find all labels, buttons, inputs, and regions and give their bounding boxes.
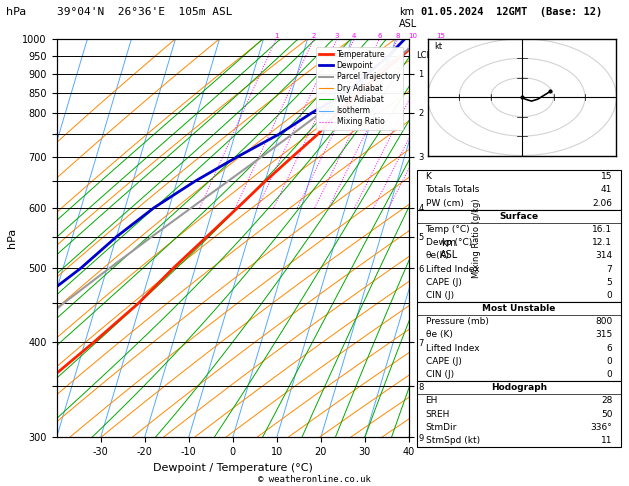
Text: 15: 15: [436, 33, 445, 39]
Text: 16.1: 16.1: [593, 225, 613, 234]
Text: Lifted Index: Lifted Index: [426, 344, 479, 353]
Text: PW (cm): PW (cm): [426, 199, 464, 208]
Text: CAPE (J): CAPE (J): [426, 357, 462, 366]
Text: Surface: Surface: [499, 212, 538, 221]
Text: 2: 2: [311, 33, 316, 39]
Text: 15: 15: [601, 172, 613, 181]
Text: 0: 0: [606, 357, 613, 366]
Text: 4: 4: [352, 33, 357, 39]
Text: 20: 20: [438, 67, 447, 73]
FancyBboxPatch shape: [417, 381, 621, 447]
Text: 39°04'N  26°36'E  105m ASL: 39°04'N 26°36'E 105m ASL: [57, 7, 232, 17]
Text: 2.06: 2.06: [593, 199, 613, 208]
Text: 11: 11: [601, 436, 613, 445]
Text: 336°: 336°: [591, 423, 613, 432]
Text: 12.1: 12.1: [593, 238, 613, 247]
Text: StmSpd (kt): StmSpd (kt): [426, 436, 480, 445]
Text: 314: 314: [595, 251, 613, 260]
Text: 1: 1: [274, 33, 279, 39]
Text: LCL: LCL: [416, 51, 431, 60]
Text: EH: EH: [426, 397, 438, 405]
FancyBboxPatch shape: [417, 209, 621, 302]
Text: © weatheronline.co.uk: © weatheronline.co.uk: [258, 474, 371, 484]
Text: Most Unstable: Most Unstable: [482, 304, 555, 313]
Text: 6: 6: [606, 344, 613, 353]
Text: Hodograph: Hodograph: [491, 383, 547, 392]
FancyBboxPatch shape: [417, 170, 621, 209]
Text: 315: 315: [595, 330, 613, 340]
Text: 7: 7: [606, 264, 613, 274]
Text: K: K: [426, 172, 431, 181]
Text: θe (K): θe (K): [426, 330, 452, 340]
Text: kt: kt: [434, 42, 442, 51]
Text: Pressure (mb): Pressure (mb): [426, 317, 488, 326]
Text: Totals Totals: Totals Totals: [426, 185, 480, 194]
Text: 01.05.2024  12GMT  (Base: 12): 01.05.2024 12GMT (Base: 12): [421, 7, 603, 17]
Text: Mixing Ratio (g/kg): Mixing Ratio (g/kg): [472, 198, 481, 278]
Text: 6: 6: [377, 33, 382, 39]
Text: CIN (J): CIN (J): [426, 291, 454, 300]
Y-axis label: km
ASL: km ASL: [440, 238, 458, 260]
Text: 0: 0: [606, 291, 613, 300]
Text: Temp (°C): Temp (°C): [426, 225, 470, 234]
X-axis label: Dewpoint / Temperature (°C): Dewpoint / Temperature (°C): [153, 463, 313, 473]
Text: CAPE (J): CAPE (J): [426, 278, 462, 287]
Text: 0: 0: [606, 370, 613, 379]
Text: θe(K): θe(K): [426, 251, 450, 260]
Text: 3: 3: [335, 33, 340, 39]
Text: SREH: SREH: [426, 410, 450, 418]
Text: 10: 10: [408, 33, 417, 39]
Text: CIN (J): CIN (J): [426, 370, 454, 379]
Text: 50: 50: [601, 410, 613, 418]
Text: 28: 28: [601, 397, 613, 405]
Text: Lifted Index: Lifted Index: [426, 264, 479, 274]
FancyBboxPatch shape: [417, 302, 621, 381]
Text: 41: 41: [601, 185, 613, 194]
Text: km
ASL: km ASL: [399, 7, 418, 29]
Text: 8: 8: [396, 33, 400, 39]
Legend: Temperature, Dewpoint, Parcel Trajectory, Dry Adiabat, Wet Adiabat, Isotherm, Mi: Temperature, Dewpoint, Parcel Trajectory…: [316, 47, 403, 130]
Text: 800: 800: [595, 317, 613, 326]
Text: StmDir: StmDir: [426, 423, 457, 432]
Text: 25: 25: [440, 95, 448, 101]
Text: 5: 5: [606, 278, 613, 287]
Text: hPa: hPa: [6, 7, 26, 17]
Y-axis label: hPa: hPa: [7, 228, 17, 248]
Text: Dewp (°C): Dewp (°C): [426, 238, 472, 247]
